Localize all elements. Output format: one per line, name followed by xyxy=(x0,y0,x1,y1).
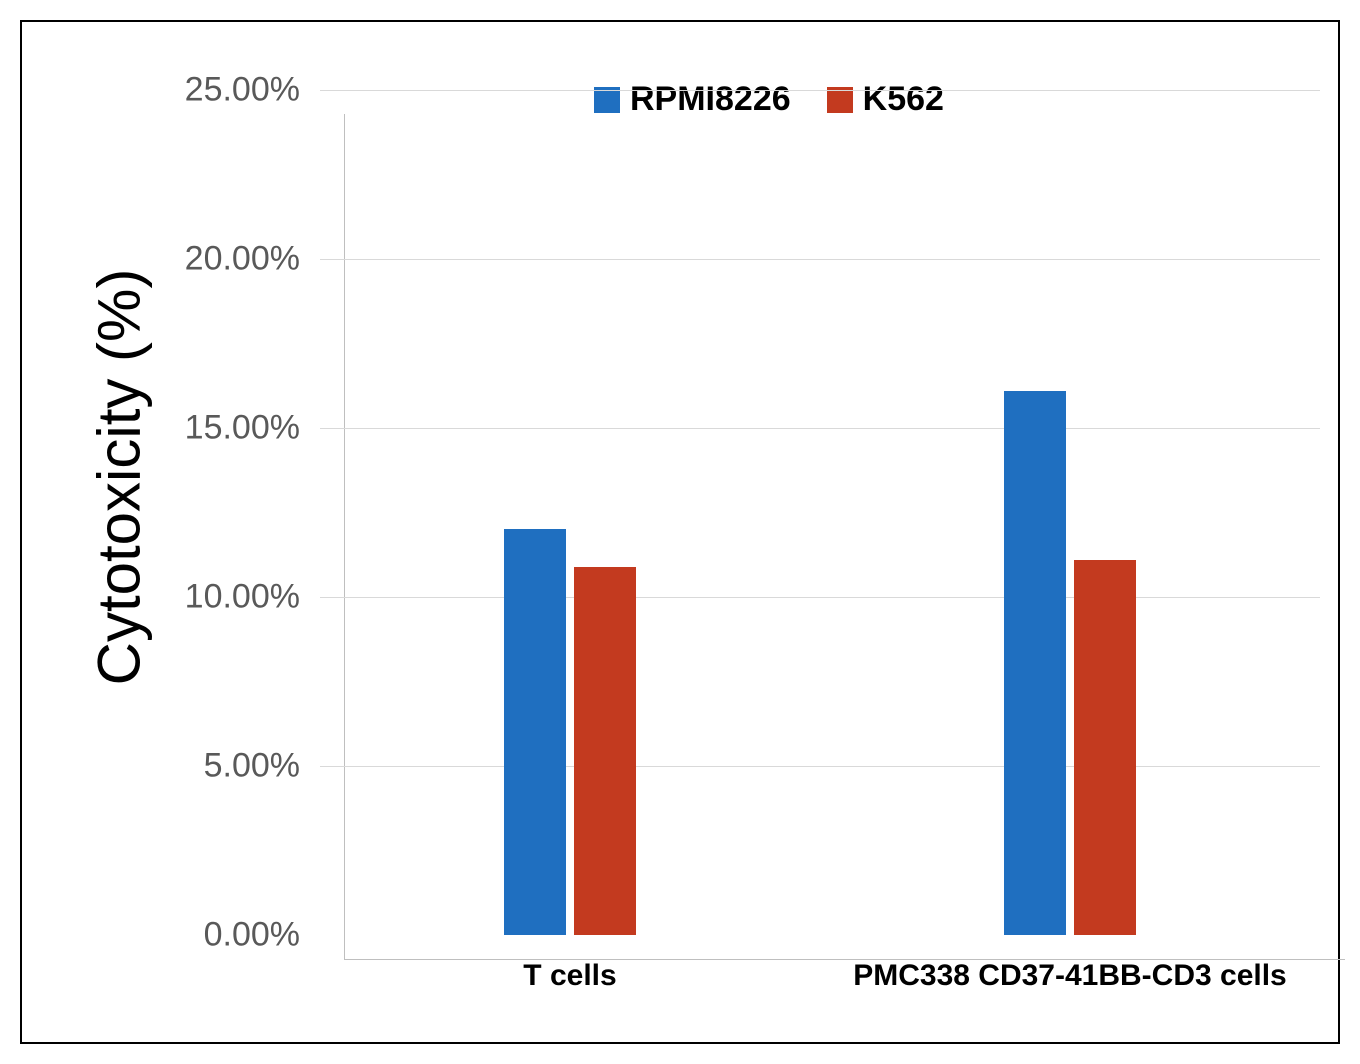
bar-rpmi8226 xyxy=(1004,391,1066,935)
y-tick-label: 15.00% xyxy=(140,409,300,448)
legend-item-k562: K562 xyxy=(827,80,944,119)
y-tick-label: 0.00% xyxy=(140,916,300,955)
plot-area xyxy=(344,114,1345,960)
chart-canvas: Cytotoxicity (%) RPMI8226 K562 xyxy=(24,24,1336,1040)
gridline xyxy=(320,766,1320,767)
gridline xyxy=(320,428,1320,429)
bar-k562 xyxy=(1074,560,1136,935)
y-tick-label: 10.00% xyxy=(140,578,300,617)
bar-rpmi8226 xyxy=(504,529,566,935)
gridline xyxy=(320,259,1320,260)
legend: RPMI8226 K562 xyxy=(594,80,944,119)
legend-label: K562 xyxy=(863,80,944,119)
y-axis-label: Cytotoxicity (%) xyxy=(85,268,154,685)
bar-k562 xyxy=(574,567,636,935)
y-tick-label: 5.00% xyxy=(140,747,300,786)
legend-label: RPMI8226 xyxy=(630,80,791,119)
gridline xyxy=(320,597,1320,598)
gridline xyxy=(320,90,1320,91)
legend-item-rpmi8226: RPMI8226 xyxy=(594,80,791,119)
x-group-label: PMC338 CD37-41BB-CD3 cells xyxy=(770,959,1360,993)
y-tick-label: 20.00% xyxy=(140,240,300,279)
y-tick-label: 25.00% xyxy=(140,71,300,110)
